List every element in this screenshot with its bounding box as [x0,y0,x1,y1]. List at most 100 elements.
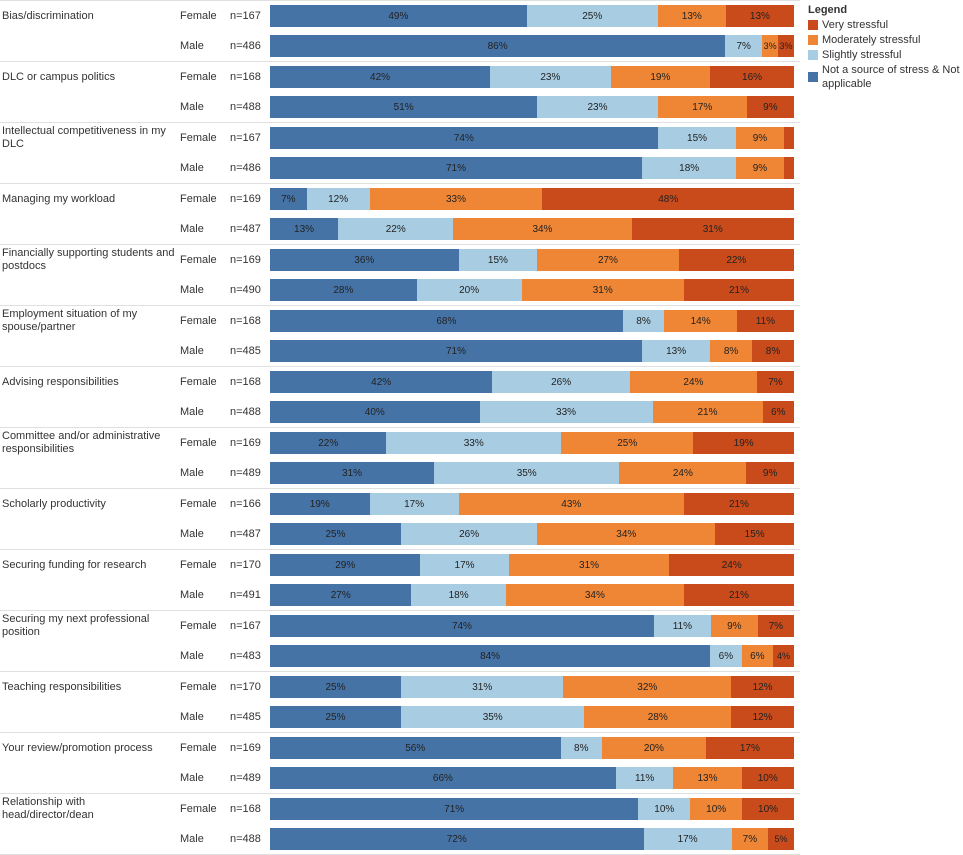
bar-segment-slightly: 8% [623,310,665,332]
bar-segment-moderately: 32% [563,676,731,698]
bar-segment-very: 16% [710,66,794,88]
category-block: Advising responsibilitiesFemalen=16842%2… [0,366,800,427]
category-label: Teaching responsibilities [0,681,180,694]
bar-segment-moderately: 9% [736,157,783,179]
bar-segment-moderately: 34% [537,523,715,545]
n-label: n=490 [230,284,270,296]
bar-segment-not_source: 72% [270,828,644,850]
stacked-bar: 56%8%20%17% [270,737,794,759]
bar-segment-not_source: 86% [270,35,725,57]
bar-segment-very: 21% [684,493,794,515]
n-label: n=167 [230,10,270,22]
bar-segment-very: 6% [763,401,794,423]
stacked-bar: 25%31%32%12% [270,676,794,698]
bar-cell: 27%18%34%21% [270,582,800,608]
n-label: n=167 [230,132,270,144]
category-label: Intellectual competitiveness in my DLC [0,125,180,151]
legend-swatch [808,72,818,82]
bar-segment-moderately: 13% [673,767,741,789]
legend-title: Legend [808,4,963,16]
data-row: Relationship with head/director/deanFema… [0,794,800,824]
data-row: Financially supporting students and post… [0,245,800,275]
bar-segment-slightly: 26% [401,523,537,545]
bar-segment-moderately: 14% [664,310,737,332]
bar-cell: 31%35%24%9% [270,460,800,486]
gender-label: Female [180,742,230,754]
data-row: Malen=48851%23%17%9% [0,92,800,122]
gender-label: Male [180,223,230,235]
bar-segment-moderately: 17% [658,96,747,118]
bar-segment-slightly: 10% [638,798,690,820]
bar-segment-very: 4% [773,645,794,667]
data-row: Malen=49127%18%34%21% [0,580,800,610]
bar-segment-very: 9% [746,462,794,484]
bar-cell: 29%17%31%24% [270,552,800,578]
stacked-bar: 72%17%7%5% [270,828,794,850]
gender-label: Female [180,10,230,22]
data-row: Malen=48686%7%3%3% [0,31,800,61]
bar-segment-very: 10% [742,798,794,820]
stacked-bar: 25%26%34%15% [270,523,794,545]
gender-label: Female [180,315,230,327]
bar-cell: 56%8%20%17% [270,735,800,761]
n-label: n=489 [230,467,270,479]
bar-segment-moderately: 24% [630,371,757,393]
data-row: DLC or campus politicsFemalen=16842%23%1… [0,62,800,92]
bar-segment-moderately: 20% [602,737,706,759]
bar-cell: 25%31%32%12% [270,674,800,700]
category-label: DLC or campus politics [0,71,180,84]
n-label: n=489 [230,772,270,784]
gender-label: Male [180,101,230,113]
bar-segment-moderately: 9% [736,127,783,149]
n-label: n=168 [230,803,270,815]
bar-cell: 74%11%9%7% [270,613,800,639]
category-label: Relationship with head/director/dean [0,796,180,822]
legend-item: Very stressful [808,18,963,32]
bar-segment-slightly: 31% [401,676,563,698]
gender-label: Female [180,376,230,388]
bar-segment-not_source: 36% [270,249,459,271]
bar-segment-moderately: 31% [522,279,684,301]
data-row: Securing my next professional positionFe… [0,611,800,641]
bar-segment-very [784,127,794,149]
bar-segment-moderately: 8% [710,340,752,362]
data-row: Your review/promotion processFemalen=169… [0,733,800,763]
category-label: Your review/promotion process [0,742,180,755]
bar-segment-not_source: 28% [270,279,417,301]
bar-segment-slightly: 35% [401,706,584,728]
n-label: n=170 [230,559,270,571]
stacked-bar: 22%33%25%19% [270,432,794,454]
category-label: Securing funding for research [0,559,180,572]
bar-segment-very: 12% [731,706,794,728]
data-row: Committee and/or administrative responsi… [0,428,800,458]
bar-segment-slightly: 20% [417,279,522,301]
bar-segment-not_source: 7% [270,188,307,210]
stacked-bar: 42%23%19%16% [270,66,794,88]
bar-segment-slightly: 17% [420,554,508,576]
legend-swatch [808,35,818,45]
bar-cell: 25%35%28%12% [270,704,800,730]
bar-segment-very: 9% [747,96,794,118]
bar-segment-not_source: 71% [270,340,642,362]
data-row: Malen=48384%6%6%4% [0,641,800,671]
gender-label: Male [180,467,230,479]
gender-label: Male [180,162,230,174]
category-label: Employment situation of my spouse/partne… [0,308,180,334]
bar-segment-slightly: 12% [307,188,370,210]
stacked-bar: 25%35%28%12% [270,706,794,728]
bar-segment-very: 5% [768,828,794,850]
n-label: n=169 [230,742,270,754]
bar-segment-not_source: 51% [270,96,537,118]
bar-segment-very: 11% [737,310,794,332]
bar-segment-moderately: 25% [561,432,693,454]
stacked-bar: 13%22%34%31% [270,218,794,240]
category-block: Managing my workloadFemalen=1697%12%33%4… [0,183,800,244]
bar-segment-slightly: 17% [370,493,459,515]
data-row: Teaching responsibilitiesFemalen=17025%3… [0,672,800,702]
gender-label: Female [180,498,230,510]
gender-label: Female [180,803,230,815]
bar-segment-slightly: 23% [490,66,611,88]
bar-segment-not_source: 68% [270,310,623,332]
gender-label: Male [180,528,230,540]
gender-label: Male [180,345,230,357]
